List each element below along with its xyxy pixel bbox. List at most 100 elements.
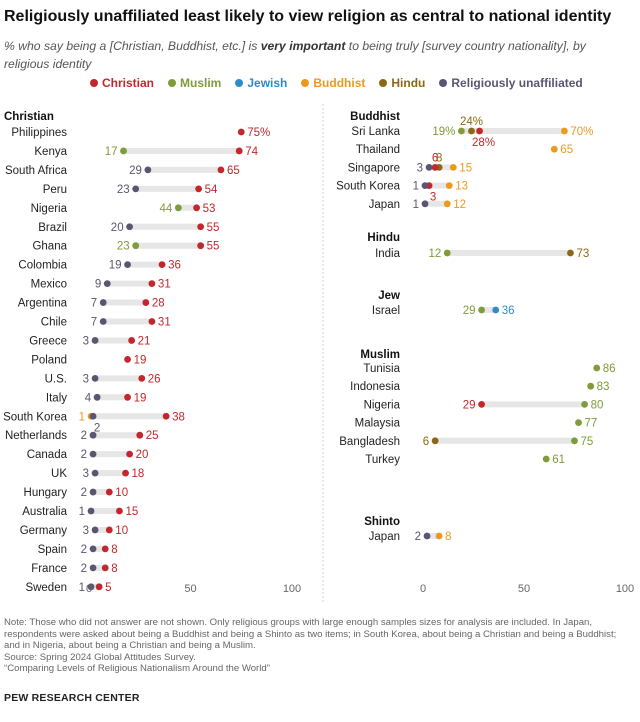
- subtitle-pre: % who say being a [Christian, Buddhist, …: [4, 39, 261, 53]
- legend-label: Religiously unaffiliated: [451, 76, 583, 90]
- data-label-buddhist: 65: [560, 144, 573, 156]
- data-point-unaffiliated: [423, 532, 431, 540]
- data-point-christian: [124, 393, 131, 401]
- data-point-muslim: [457, 127, 465, 135]
- data-point-buddhist: [449, 164, 457, 171]
- data-point-hindu: [468, 127, 475, 135]
- country-label: Ghana: [32, 241, 67, 253]
- data-label-unaffiliated: 1: [413, 199, 419, 211]
- country-label: Japan: [369, 531, 400, 543]
- data-point-muslim: [174, 204, 182, 212]
- data-point-unaffiliated: [91, 374, 99, 382]
- data-label-unaffiliated: 2: [81, 449, 87, 461]
- data-label-unaffiliated: 9: [95, 279, 101, 291]
- section-heading: Christian: [4, 111, 54, 123]
- data-point-muslim: [571, 437, 578, 445]
- data-label-unaffiliated: 2: [415, 531, 421, 543]
- country-label: Spain: [38, 544, 67, 556]
- data-point-muslim: [120, 147, 127, 155]
- data-point-muslim: [581, 401, 588, 408]
- data-point-muslim: [542, 455, 550, 463]
- country-label: Netherlands: [5, 430, 67, 442]
- country-label: South Korea: [336, 181, 401, 193]
- axis-tick-label: 50: [518, 583, 530, 595]
- country-label: France: [31, 563, 67, 575]
- legend-label: Christian: [102, 76, 155, 90]
- data-label-christian: 38: [172, 411, 185, 423]
- legend-dot-icon: [90, 79, 98, 87]
- data-label-christian: 29: [463, 399, 476, 411]
- data-point-christian: [431, 164, 439, 171]
- data-label-muslim: 83: [597, 381, 610, 393]
- data-point-muslim: [443, 249, 451, 257]
- data-label-unaffiliated: 19: [109, 260, 122, 272]
- data-point-unaffiliated: [103, 280, 111, 287]
- data-label-hindu: 73: [576, 248, 589, 260]
- data-label-christian: 65: [227, 165, 240, 177]
- data-label-christian: 28: [152, 298, 165, 310]
- country-label: Nigeria: [364, 399, 401, 411]
- data-label-unaffiliated: 20: [111, 222, 124, 234]
- country-label: U.S.: [45, 373, 67, 385]
- subtitle-post: to being truly [survey country nationali…: [4, 39, 586, 71]
- data-label-muslim: 19%: [432, 126, 455, 138]
- data-label-hindu: 24%: [460, 116, 483, 128]
- country-label: Peru: [43, 184, 67, 196]
- data-label-christian: 26: [148, 373, 161, 385]
- data-label-unaffiliated: 29: [129, 165, 142, 177]
- data-point-christian: [148, 318, 156, 325]
- data-point-unaffiliated: [89, 488, 97, 496]
- legend-dot-icon: [301, 79, 310, 87]
- data-point-christian: [136, 431, 144, 439]
- legend: Christian Muslim Jewish Buddhist Hindu Religi…: [90, 76, 597, 90]
- country-label: Canada: [27, 449, 68, 461]
- country-label: Turkey: [365, 454, 400, 466]
- data-point-unaffiliated: [91, 469, 99, 477]
- data-label-christian: 15: [125, 506, 138, 518]
- data-point-buddhist: [443, 200, 451, 208]
- country-label: UK: [51, 468, 67, 480]
- data-point-christian: [126, 450, 133, 458]
- data-label-buddhist: 13: [455, 181, 468, 193]
- data-label-muslim: 29: [463, 305, 476, 317]
- data-label-unaffiliated: 7: [91, 298, 97, 310]
- data-label-unaffiliated: 3: [417, 162, 423, 174]
- data-label-muslim: 12: [428, 248, 441, 260]
- data-point-christian: [138, 374, 146, 382]
- data-point-unaffiliated: [93, 393, 101, 401]
- data-point-christian: [105, 526, 113, 534]
- legend-item-jewish: Jewish: [235, 76, 287, 90]
- data-label-christian: 28%: [472, 137, 495, 149]
- data-label-unaffiliated: 1: [413, 181, 419, 193]
- data-point-christian: [193, 204, 200, 212]
- note-text: Note: Those who did not answer are not s…: [4, 617, 617, 652]
- data-label-unaffiliated: 2: [81, 563, 87, 575]
- section-heading: Hindu: [367, 232, 400, 244]
- data-point-christian: [476, 127, 483, 135]
- country-label: Thailand: [356, 144, 400, 156]
- data-label-buddhist: 1: [79, 411, 85, 423]
- data-point-christian: [478, 401, 485, 408]
- org-name: PEW RESEARCH CENTER: [4, 692, 140, 704]
- data-label-unaffiliated: 2: [81, 544, 87, 556]
- data-point-unaffiliated: [87, 583, 95, 591]
- data-point-unaffiliated: [89, 545, 97, 553]
- country-label: Italy: [46, 392, 67, 404]
- data-label-christian: 8: [111, 563, 117, 575]
- country-label: Israel: [372, 305, 400, 317]
- country-label: Sri Lanka: [351, 126, 400, 138]
- data-point-muslim: [575, 419, 582, 426]
- legend-dot-icon: [235, 79, 244, 87]
- data-label-muslim: 61: [552, 454, 565, 466]
- data-label-christian: 19: [134, 354, 147, 366]
- data-label-muslim: 75: [581, 436, 594, 448]
- data-label-muslim: 44: [160, 203, 173, 215]
- legend-item-muslim: Muslim: [168, 76, 221, 90]
- data-point-unaffiliated: [99, 318, 107, 325]
- country-label: Kenya: [34, 146, 67, 158]
- data-label-unaffiliated: 3: [83, 373, 89, 385]
- legend-item-buddhist: Buddhist: [301, 76, 365, 90]
- data-label-christian: 5: [105, 582, 111, 594]
- data-point-unaffiliated: [99, 299, 107, 306]
- data-point-unaffiliated: [124, 261, 131, 269]
